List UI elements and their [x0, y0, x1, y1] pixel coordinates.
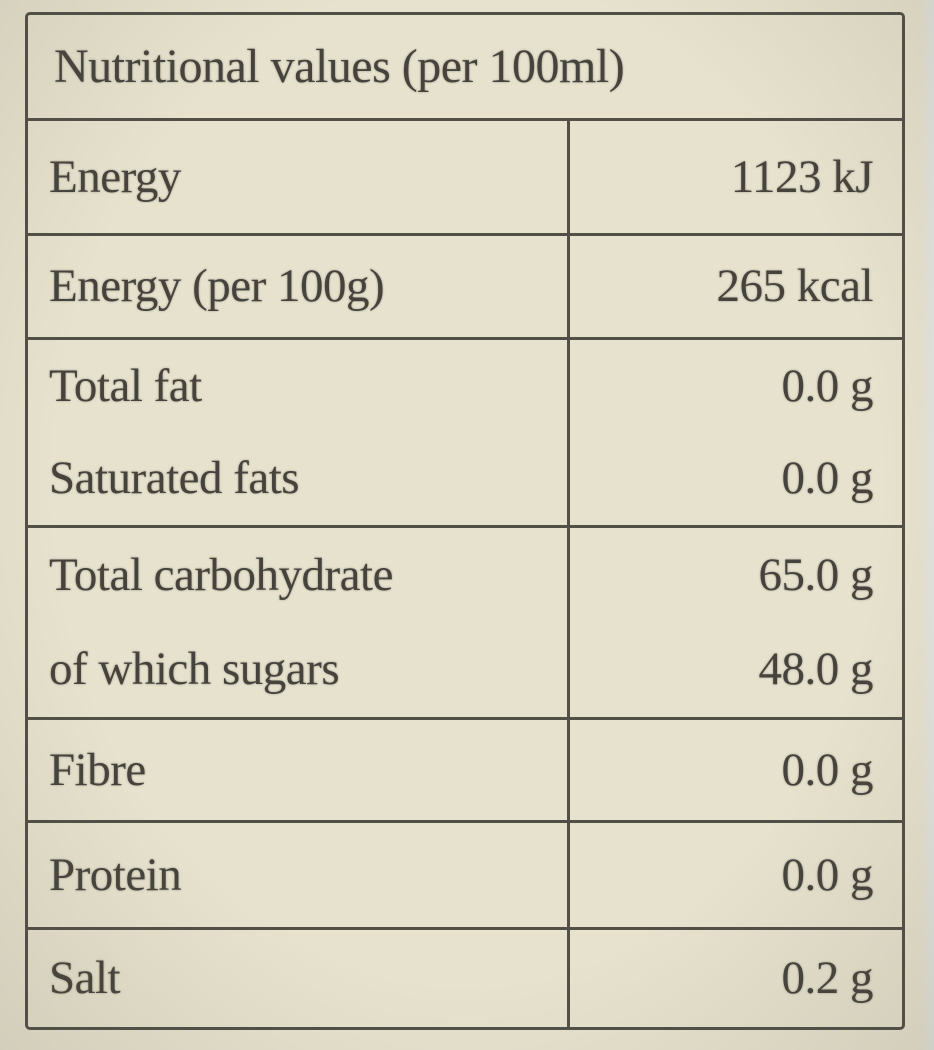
row-label: Total fat — [28, 340, 570, 433]
row-label: Saturated fats — [28, 432, 570, 525]
table-row-energy-per-100g: Energy (per 100g) 265 kcal — [28, 233, 902, 337]
row-label: of which sugars — [28, 622, 570, 717]
table-row-energy: Energy 1123 kJ — [28, 118, 902, 233]
row-value: 65.0 g — [758, 548, 874, 601]
row-value: 0.2 g — [781, 952, 874, 1004]
table-row-protein: Protein 0.0 g — [28, 820, 902, 927]
table-row-carbohydrates: Total carbohydrate 65.0 g of which sugar… — [28, 525, 902, 717]
nutrition-table: Nutritional values (per 100ml) Energy 11… — [25, 12, 905, 1030]
row-value: 265 kcal — [716, 260, 873, 312]
row-value: 0.0 g — [781, 452, 874, 505]
table-title: Nutritional values (per 100ml) — [54, 40, 625, 93]
table-row-salt: Salt 0.2 g — [28, 927, 902, 1027]
row-value: 48.0 g — [758, 643, 874, 696]
row-value: 1123 kJ — [730, 150, 874, 203]
row-label: Fibre — [28, 720, 570, 820]
table-title-row: Nutritional values (per 100ml) — [28, 15, 902, 118]
row-value: 0.0 g — [781, 359, 874, 412]
table-row-fats: Total fat 0.0 g Saturated fats 0.0 g — [28, 337, 902, 525]
table-row-fibre: Fibre 0.0 g — [28, 717, 902, 820]
row-label: Protein — [28, 823, 570, 927]
row-label: Total carbohydrate — [28, 528, 570, 623]
row-label: Energy (per 100g) — [28, 236, 570, 337]
row-value: 0.0 g — [781, 743, 874, 796]
row-value: 0.0 g — [781, 848, 874, 901]
row-label: Salt — [28, 930, 570, 1027]
row-label: Energy — [28, 121, 570, 233]
